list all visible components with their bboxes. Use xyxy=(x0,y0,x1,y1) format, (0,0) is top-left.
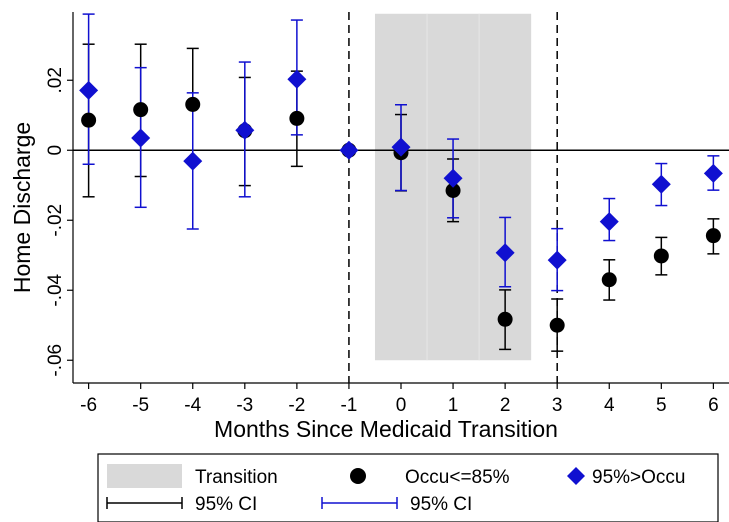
point-occu-ge-95 xyxy=(391,137,411,157)
point-occu-ge-95 xyxy=(547,250,567,270)
x-axis-title: Months Since Medicaid Transition xyxy=(214,416,558,442)
legend-label-transition: Transition xyxy=(195,467,278,488)
legend-swatch-transition xyxy=(107,464,182,488)
point-occu-ge-95 xyxy=(339,140,359,160)
x-tick-label: 2 xyxy=(500,395,511,416)
x-tick-label: 3 xyxy=(552,395,563,416)
x-tick-label: -6 xyxy=(80,395,97,416)
point-occu-ge-95 xyxy=(79,80,99,100)
point-occu-le-85 xyxy=(289,110,305,126)
x-tick-label: 0 xyxy=(396,395,407,416)
legend-ci-black-label: 95% CI xyxy=(195,494,257,515)
y-tick-label: -.06 xyxy=(45,344,66,377)
point-occu-le-85 xyxy=(81,112,97,128)
y-tick-label: 0 xyxy=(45,145,66,156)
legend-ci-blue-label: 95% CI xyxy=(410,494,472,515)
point-occu-ge-95 xyxy=(703,163,723,183)
legend-label-occu-le-85: Occu<=85% xyxy=(405,467,510,488)
point-occu-ge-95 xyxy=(599,212,619,232)
legend: Transition Occu<=85% 95%>Occu 95% CI 95% CI xyxy=(97,453,719,522)
point-occu-le-85 xyxy=(705,228,721,244)
point-occu-le-85 xyxy=(497,311,513,327)
y-tick-label: -.02 xyxy=(45,204,66,237)
axes-layer: -6 -5 -4 -3 -2 -1 0 1 2 3 4 5 6 -.06 -.04 -.02 0 .02 Month… xyxy=(9,12,729,442)
x-tick-label: -4 xyxy=(184,395,201,416)
legend-label-occu-ge-95: 95%>Occu xyxy=(592,467,685,488)
legend-marker-occu-le-85 xyxy=(350,468,366,484)
point-occu-ge-95 xyxy=(443,168,463,188)
legend-marker-occu-ge-95 xyxy=(567,467,585,485)
x-tick-label: 4 xyxy=(604,395,615,416)
x-tick-label: 5 xyxy=(656,395,667,416)
y-tick-label: -.04 xyxy=(45,273,66,306)
x-tick-label: -1 xyxy=(340,395,357,416)
point-occu-le-85 xyxy=(549,317,565,333)
x-tick-label: -3 xyxy=(236,395,253,416)
x-tick-label: -2 xyxy=(288,395,305,416)
point-occu-ge-95 xyxy=(495,243,515,263)
point-occu-le-85 xyxy=(601,272,617,288)
point-occu-ge-95 xyxy=(235,120,255,140)
point-occu-le-85 xyxy=(445,183,461,198)
point-occu-ge-95 xyxy=(287,69,307,89)
point-occu-ge-95 xyxy=(131,128,151,148)
x-tick-label: 1 xyxy=(448,395,459,416)
point-occu-le-85 xyxy=(133,102,149,118)
point-occu-ge-95 xyxy=(651,174,671,194)
x-tick-label: -5 xyxy=(132,395,149,416)
data-points-layer xyxy=(79,69,723,333)
point-occu-ge-95 xyxy=(183,151,203,171)
legend-box xyxy=(97,453,719,522)
point-occu-le-85 xyxy=(653,248,669,264)
y-axis-title: Home Discharge xyxy=(9,122,35,293)
y-tick-label: .02 xyxy=(45,67,66,93)
x-tick-label: 6 xyxy=(708,395,719,416)
point-occu-le-85 xyxy=(185,96,201,112)
